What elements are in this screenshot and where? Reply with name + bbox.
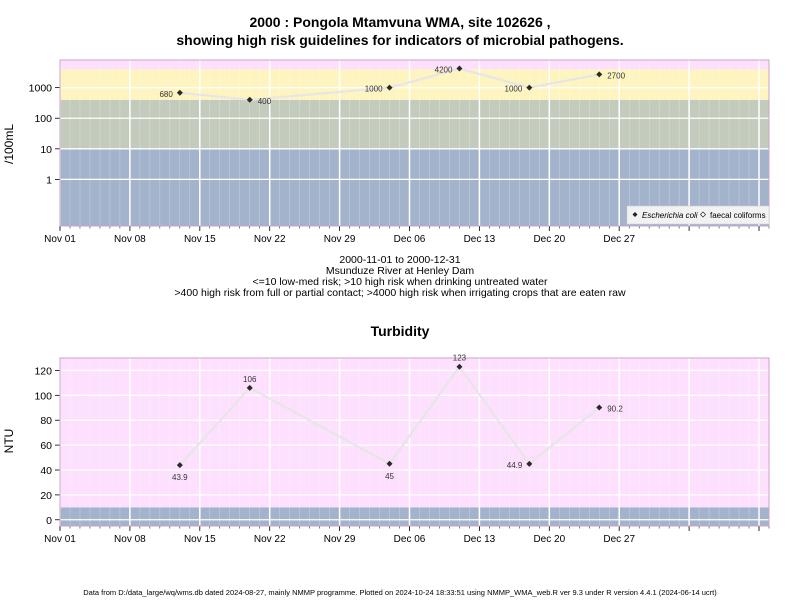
data-label: 4200: [435, 66, 453, 75]
y-tick-label: 100: [34, 113, 52, 125]
x-tick-label: Nov 29: [324, 534, 356, 545]
x-tick-label: Nov 22: [254, 234, 286, 245]
data-point: [596, 71, 603, 78]
x-tick-label: Nov 01: [44, 234, 76, 245]
data-point: [386, 460, 393, 467]
data-label: 680: [159, 90, 173, 99]
y-tick-label: 20: [40, 490, 52, 502]
chart2-y-axis-label: NTU: [2, 429, 16, 454]
footer-note: Data from D:/data_large/wq/wms.db dated …: [83, 588, 717, 597]
x-tick-label: Dec 20: [533, 534, 565, 545]
y-tick-label: 10: [40, 144, 52, 156]
series-line: [179, 364, 600, 466]
x-tick-label: Nov 15: [184, 534, 216, 545]
legend-faecal-label: faecal coliforms: [710, 211, 766, 220]
data-label: 1000: [505, 85, 523, 94]
data-label: 43.9: [172, 473, 188, 482]
data-label: 123: [453, 354, 467, 363]
x-tick-label: Nov 08: [114, 234, 146, 245]
x-tick-label: Dec 13: [464, 534, 496, 545]
data-point: [246, 384, 253, 391]
y-tick-label: 1: [46, 174, 52, 186]
y-tick-label: 40: [40, 465, 52, 477]
x-tick-label: Dec 20: [533, 234, 565, 245]
chart1-date-range: 2000-11-01 to 2000-12-31: [339, 254, 461, 266]
chart1-site-name: Msunduze River at Henley Dam: [325, 265, 475, 277]
data-point: [386, 84, 393, 91]
series-line: [179, 67, 600, 101]
chart1-y-axis-label: /100mL: [2, 124, 16, 164]
x-tick-label: Nov 15: [184, 234, 216, 245]
data-point: [526, 84, 533, 91]
data-label: 45: [385, 472, 394, 481]
data-point: [176, 462, 183, 469]
legend-ecoli-marker: [632, 212, 638, 217]
band-1: [60, 99, 769, 149]
data-label: 1000: [365, 85, 383, 94]
data-point: [596, 404, 603, 411]
data-point: [456, 65, 463, 72]
band-1: [60, 358, 769, 508]
data-label: 90.2: [607, 405, 623, 414]
data-point: [246, 96, 253, 103]
y-tick-label: 120: [34, 365, 52, 377]
plot-border: [59, 59, 770, 227]
y-tick-label: 80: [40, 415, 52, 427]
y-tick-label: 60: [40, 440, 52, 452]
chart1-title-line2: showing high risk guidelines for indicat…: [176, 32, 624, 48]
x-tick-label: Nov 01: [44, 534, 76, 545]
y-tick-label: 100: [34, 390, 52, 402]
data-label: 106: [243, 375, 257, 384]
chart1-legend: Escherichia coli faecal coliforms: [626, 205, 770, 225]
y-tick-label: 0: [46, 515, 52, 527]
legend-box: [626, 205, 770, 225]
data-label: 400: [258, 97, 272, 106]
x-tick-label: Nov 22: [254, 534, 286, 545]
x-tick-label: Dec 27: [603, 234, 635, 245]
band-3: [60, 60, 769, 70]
y-tick-label: 1000: [29, 83, 53, 95]
chart2-title: Turbidity: [370, 323, 430, 339]
legend-faecal-marker: [700, 211, 706, 218]
plot-border: [59, 357, 770, 527]
chart1-guideline-1: <=10 low-med risk; >10 high risk when dr…: [252, 276, 548, 288]
x-tick-label: Nov 08: [114, 534, 146, 545]
data-point: [456, 363, 463, 370]
legend-ecoli-label: Escherichia coli: [642, 211, 698, 220]
ecoli-chart: Nov 01 Nov 08 Nov 15 Nov 22 Nov 29 Dec 06 Dec …: [29, 59, 770, 245]
data-point: [176, 89, 183, 96]
x-tick-label: Dec 06: [394, 534, 426, 545]
x-tick-label: Dec 13: [464, 234, 496, 245]
band-0: [60, 507, 769, 526]
data-label: 44.9: [507, 461, 523, 470]
chart1-title-line1: 2000 : Pongola Mtamvuna WMA, site 102626…: [249, 14, 551, 30]
x-tick-label: Nov 29: [324, 234, 356, 245]
turbidity-chart: Nov 01 Nov 08 Nov 15 Nov 22 Nov 29 Dec 06 Dec …: [34, 354, 770, 545]
band-2: [60, 69, 769, 100]
x-tick-label: Dec 27: [603, 534, 635, 545]
chart1-guideline-2: >400 high risk from full or partial cont…: [174, 287, 626, 299]
x-tick-label: Dec 06: [394, 234, 426, 245]
data-label: 2700: [607, 71, 625, 80]
data-point: [526, 460, 533, 467]
